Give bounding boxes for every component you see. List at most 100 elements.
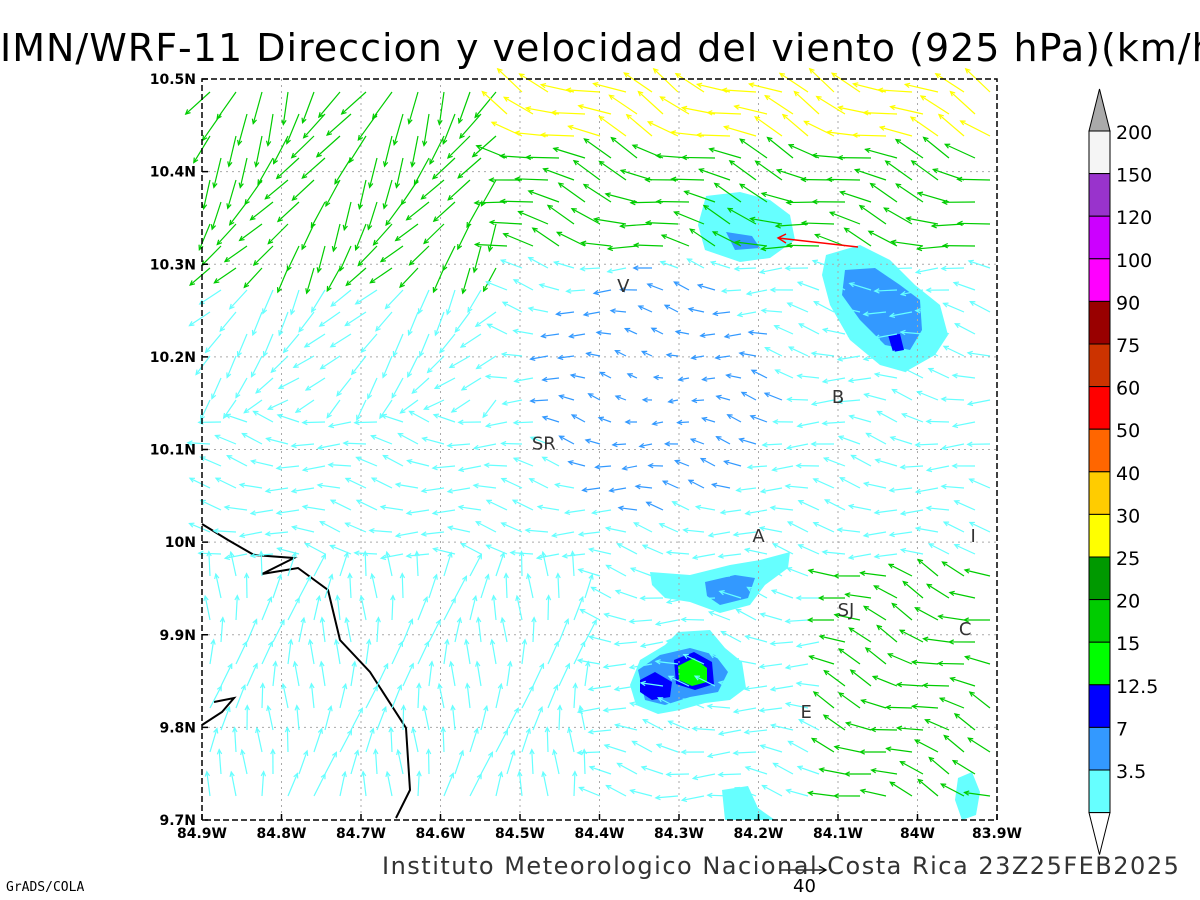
wind-arrow <box>298 575 312 599</box>
wind-arrow <box>797 500 820 511</box>
wind-arrow <box>895 681 924 688</box>
wind-arrow <box>763 392 783 401</box>
wind-arrow <box>592 82 627 93</box>
wind-arrow <box>739 138 768 159</box>
wind-arrow <box>186 440 211 446</box>
wind-arrow <box>301 419 326 426</box>
wind-arrow <box>385 201 404 227</box>
wind-arrow <box>220 662 233 687</box>
wind-arrow <box>329 333 352 348</box>
wind-arrow <box>873 333 898 340</box>
x-tick-label: 84.6W <box>416 826 466 842</box>
wind-arrow <box>577 568 601 577</box>
wind-arrow <box>272 618 285 643</box>
wind-arrow <box>335 594 341 621</box>
wind-arrow <box>423 223 445 245</box>
wind-arrow <box>413 157 430 186</box>
wind-arrow <box>359 594 367 621</box>
wind-arrow <box>238 157 248 189</box>
wind-arrow <box>264 531 289 537</box>
wind-arrow <box>720 288 742 294</box>
wind-arrow <box>434 311 445 337</box>
city-label-1: B <box>832 387 844 408</box>
wind-arrow <box>454 749 465 775</box>
wind-arrow <box>914 607 939 621</box>
wind-arrow <box>226 179 237 210</box>
wind-arrow <box>848 627 872 643</box>
wind-arrow <box>786 521 809 533</box>
wind-arrow <box>506 707 519 731</box>
wind-arrow <box>287 638 294 665</box>
wind-arrow <box>587 547 612 555</box>
wind-arrow <box>277 377 300 389</box>
x-tick-label: 84.3W <box>654 826 704 842</box>
wind-arrow <box>870 768 898 775</box>
wind-arrow <box>539 132 575 138</box>
wind-arrow <box>291 525 315 533</box>
x-tick-label: 83.9W <box>972 826 1022 842</box>
wind-arrow <box>572 682 578 709</box>
wind-arrow <box>292 355 315 369</box>
wind-arrow <box>184 91 211 115</box>
wind-arrow <box>339 551 349 577</box>
wind-arrow <box>836 398 861 405</box>
wind-arrow <box>844 592 872 599</box>
wind-arrow <box>836 305 861 313</box>
wind-arrow <box>579 608 601 621</box>
wind-arrow <box>228 201 248 226</box>
wind-arrow <box>963 655 991 665</box>
wind-arrow <box>922 136 950 159</box>
wind-arrow <box>379 553 404 561</box>
wind-arrow <box>375 311 393 332</box>
wind-arrow <box>812 478 835 489</box>
wind-arrow <box>720 630 742 643</box>
wind-arrow <box>628 663 653 670</box>
wind-arrow <box>266 704 274 731</box>
wind-arrow <box>691 596 716 602</box>
wind-arrow <box>234 594 240 621</box>
wind-arrow <box>211 377 222 400</box>
wind-arrow <box>201 179 211 211</box>
wind-arrow <box>500 522 523 533</box>
wind-arrow <box>216 748 223 775</box>
y-tick-label: 10.4N <box>150 165 196 181</box>
colorbar-label: 12.5 <box>1116 676 1158 698</box>
wind-arrow <box>310 289 326 313</box>
wind-arrow <box>370 477 393 489</box>
colorbar-label: 25 <box>1116 548 1140 570</box>
wind-arrow <box>428 573 438 599</box>
wind-arrow <box>948 590 976 599</box>
wind-arrow <box>917 778 939 797</box>
wind-arrow <box>506 749 516 775</box>
wind-arrow <box>709 260 731 269</box>
wind-arrow <box>244 179 263 206</box>
wind-arrow <box>457 91 471 125</box>
wind-arrow <box>261 596 273 621</box>
wind-arrow <box>749 216 783 225</box>
wind-arrow <box>953 544 976 555</box>
wind-arrow <box>529 355 549 362</box>
wind-arrow <box>914 526 939 533</box>
wind-arrow <box>356 399 367 421</box>
wind-arrow <box>744 765 768 775</box>
wind-arrow <box>450 704 456 731</box>
wind-arrow <box>251 311 263 337</box>
wind-arrow <box>420 531 445 537</box>
wind-arrow <box>223 553 248 561</box>
wind-arrow <box>647 462 664 469</box>
wind-arrow <box>628 618 653 625</box>
wind-arrow <box>391 684 403 709</box>
wind-arrow <box>885 746 913 753</box>
wind-arrow <box>899 329 924 336</box>
wind-arrow <box>924 718 950 731</box>
wind-arrow <box>431 509 456 516</box>
wind-arrow <box>568 333 586 339</box>
wind-arrow <box>587 685 612 692</box>
wind-arrow <box>619 287 638 293</box>
coastline-peninsula <box>201 696 237 726</box>
wind-arrow <box>964 67 991 93</box>
y-tick-label: 9.9N <box>159 628 196 644</box>
wind-arrow <box>286 245 300 272</box>
wind-arrow <box>466 201 482 229</box>
